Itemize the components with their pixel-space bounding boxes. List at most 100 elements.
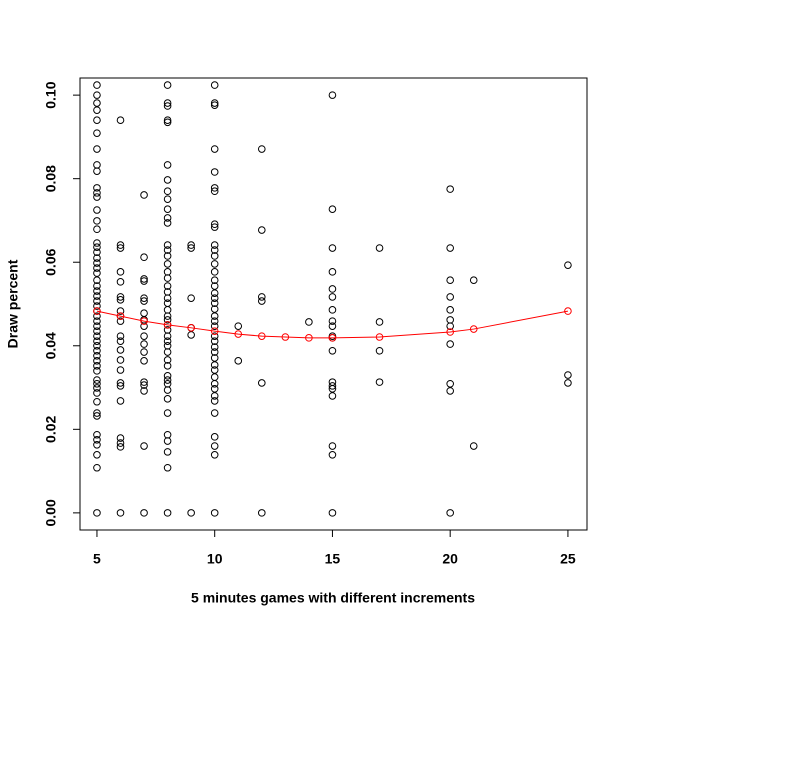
scatter-point [328,317,337,325]
scatter-point [116,268,125,276]
scatter-point [446,276,454,284]
y-tick-label: 0.08 [43,165,59,192]
scatter-point [210,282,219,290]
scatter-point [93,352,101,360]
scatter-point [93,167,101,175]
trend-point [187,324,195,332]
scatter-point [93,379,101,388]
scatter-point [187,509,195,517]
scatter-point [93,357,101,365]
scatter-point [163,395,172,403]
scatter-point [93,264,101,272]
scatter-point [116,332,125,340]
scatter-point [163,306,172,314]
scatter-point [93,248,101,256]
scatter-point [163,386,172,394]
scatter-point [328,385,337,393]
scatter-point [116,307,125,315]
scatter-point [564,371,572,379]
y-tick-label: 0.06 [43,248,59,275]
scatter-point [140,387,148,395]
scatter-point [163,409,172,417]
scatter-point [93,254,101,262]
scatter-point [163,341,172,350]
scatter-point [257,297,266,305]
scatter-point [140,275,148,283]
scatter-point [93,217,101,225]
scatter-point [93,317,101,325]
trend-point [234,330,243,338]
scatter-point [116,356,125,364]
scatter-point [93,409,101,417]
scatter-point [328,322,337,330]
scatter-point [446,306,454,314]
scatter-point [93,106,101,114]
y-axis-title: Draw percent [5,259,21,348]
scatter-point [187,244,195,252]
scatter-point [210,366,219,374]
trend-point [305,334,313,342]
scatter-point [210,276,219,284]
scatter-point [93,99,101,107]
scatter-point [163,362,172,370]
scatter-point [93,287,101,295]
scatter-point [163,463,172,472]
scatter-point [163,430,172,439]
scatter-point [328,268,337,276]
scatter-point [93,189,101,197]
scatter-point [305,318,313,326]
scatter-point [210,392,219,400]
scatter-point [328,346,337,355]
scatter-point [93,302,101,310]
scatter-point [446,509,454,517]
scatter-point [446,387,454,395]
scatter-point [93,259,101,267]
trend-point [446,328,454,336]
scatter-point [234,357,243,365]
scatter-point [210,343,219,351]
scatter-point [446,185,454,193]
scatter-point [163,274,172,282]
scatter-point [328,442,337,450]
scatter-point [163,176,172,184]
scatter-point [93,346,101,355]
scatter-point [116,346,125,354]
x-axis-title: 5 minutes games with different increment… [191,590,475,606]
scatter-point [446,340,454,348]
scatter-point [93,276,101,284]
scatter-point [93,269,101,277]
trend-point [257,332,266,340]
scatter-point [116,443,125,451]
scatter-point [116,337,125,345]
scatter-point [140,253,148,262]
y-tick-label: 0.10 [43,81,59,108]
scatter-point [210,223,219,231]
scatter-point [469,442,478,450]
scatter-point [140,509,148,517]
scatter-point [93,184,101,192]
scatter-point [116,434,125,442]
scatter-point [163,219,172,227]
scatter-point [210,354,219,362]
scatter-point [140,378,148,386]
scatter-point [257,293,266,301]
scatter-point [210,451,219,459]
scatter-point [93,463,101,472]
scatter-point [210,81,219,89]
scatter-point [140,277,148,285]
scatter-point [328,244,337,252]
scatter-point [163,372,172,380]
scatter-point [187,294,195,302]
scatter-point [93,129,101,137]
scatter-point [116,116,125,124]
scatter-point [163,260,172,268]
scatter-point [163,161,172,169]
scatter-point [93,81,101,89]
trend-point [163,321,172,329]
scatter-point [93,337,101,345]
x-tick-label: 25 [560,551,576,567]
scatter-point [187,241,195,249]
scatter-point [375,346,384,355]
scatter-point [140,357,148,365]
scatter-point [210,305,219,313]
